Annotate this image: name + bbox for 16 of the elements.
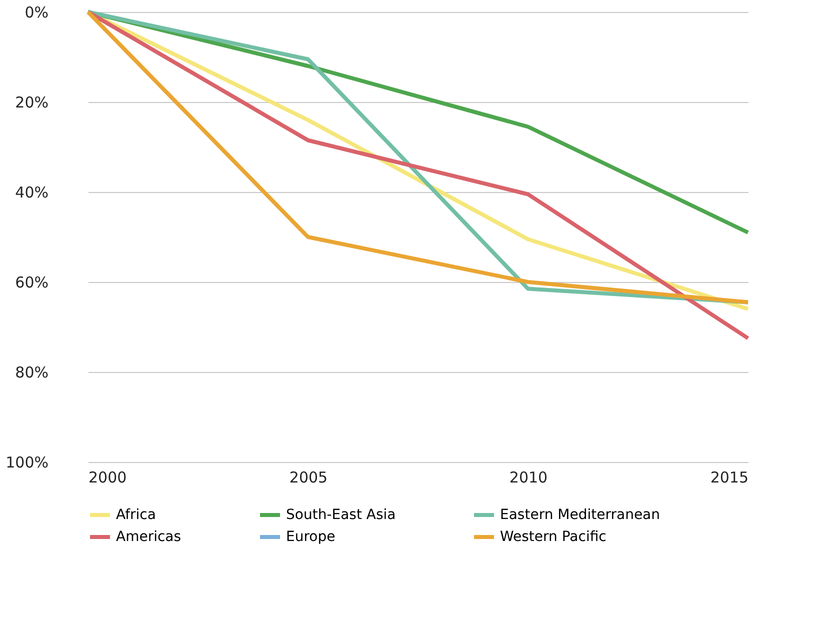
x-tick-label: 2010 <box>509 468 548 486</box>
y-tick-label: 20% <box>15 94 48 112</box>
legend-label: Americas <box>116 529 182 545</box>
legend-label: South-East Asia <box>286 507 396 523</box>
y-tick-label: 0% <box>24 4 48 22</box>
x-tick-label: 2015 <box>710 468 748 486</box>
legend-label: Europe <box>286 529 336 545</box>
y-tick-label: 40% <box>15 184 48 202</box>
y-tick-label: 100% <box>6 454 48 472</box>
y-tick-label: 80% <box>15 364 48 382</box>
x-tick-label: 2005 <box>289 468 328 486</box>
x-tick-label: 2000 <box>88 468 127 486</box>
legend-label: Eastern Mediterranean <box>500 507 660 523</box>
y-tick-label: 60% <box>15 274 48 292</box>
legend-label: Africa <box>116 507 156 523</box>
legend-label: Western Pacific <box>500 529 606 545</box>
